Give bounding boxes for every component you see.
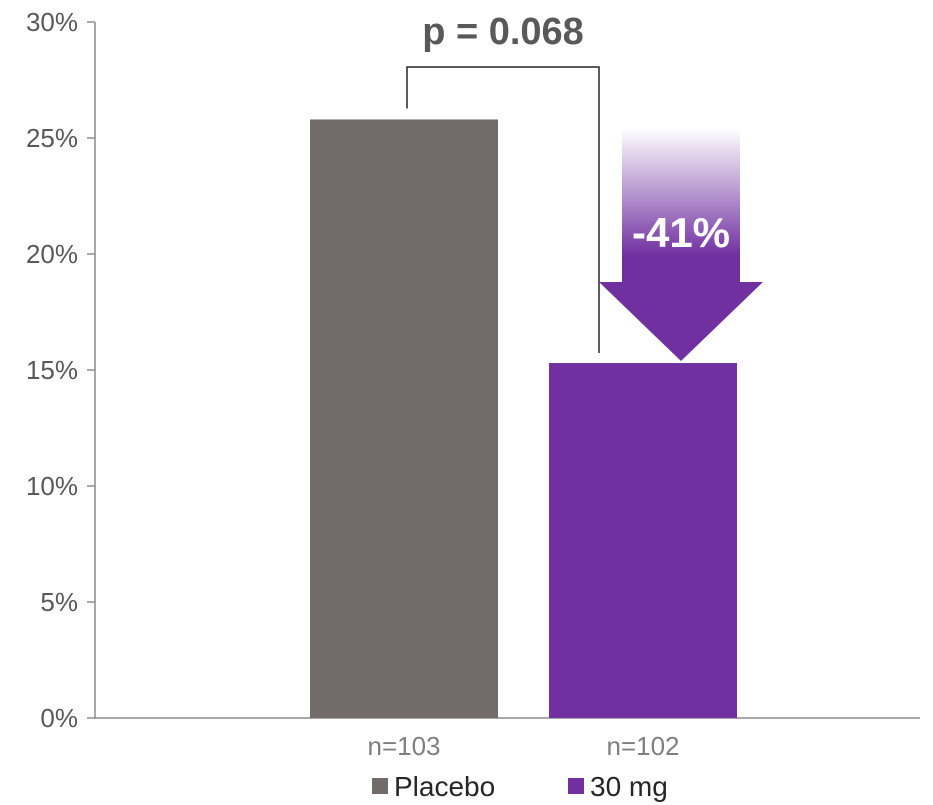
bar-30-mg — [549, 363, 737, 718]
y-tick-label: 20% — [26, 239, 78, 269]
y-tick-label: 25% — [26, 123, 78, 153]
reduction-arrow: -41% — [599, 128, 763, 362]
bar-placebo — [310, 119, 498, 718]
significance-bracket: p = 0.068 — [406, 11, 600, 354]
bars — [310, 119, 737, 718]
y-tick-label: 30% — [26, 7, 78, 37]
y-tick-label: 5% — [40, 587, 78, 617]
y-tick-label: 15% — [26, 355, 78, 385]
x-category-label: n=102 — [606, 731, 679, 761]
legend-swatch — [568, 778, 584, 794]
p-value-label: p = 0.068 — [422, 11, 584, 53]
down-arrow-icon — [599, 128, 763, 362]
y-tick-label: 0% — [40, 703, 78, 733]
legend-label: 30 mg — [590, 771, 668, 802]
legend-label: Placebo — [394, 771, 495, 802]
bracket-line — [406, 66, 600, 354]
category-labels: n=103 n=102 — [367, 731, 679, 761]
reduction-label: -41% — [632, 209, 730, 256]
y-tick-label: 10% — [26, 471, 78, 501]
legend: Placebo 30 mg — [372, 771, 668, 802]
legend-swatch — [372, 778, 388, 794]
y-axis: 0% 5% 10% 15% 20% 25% 30% — [26, 7, 96, 733]
x-category-label: n=103 — [367, 731, 440, 761]
